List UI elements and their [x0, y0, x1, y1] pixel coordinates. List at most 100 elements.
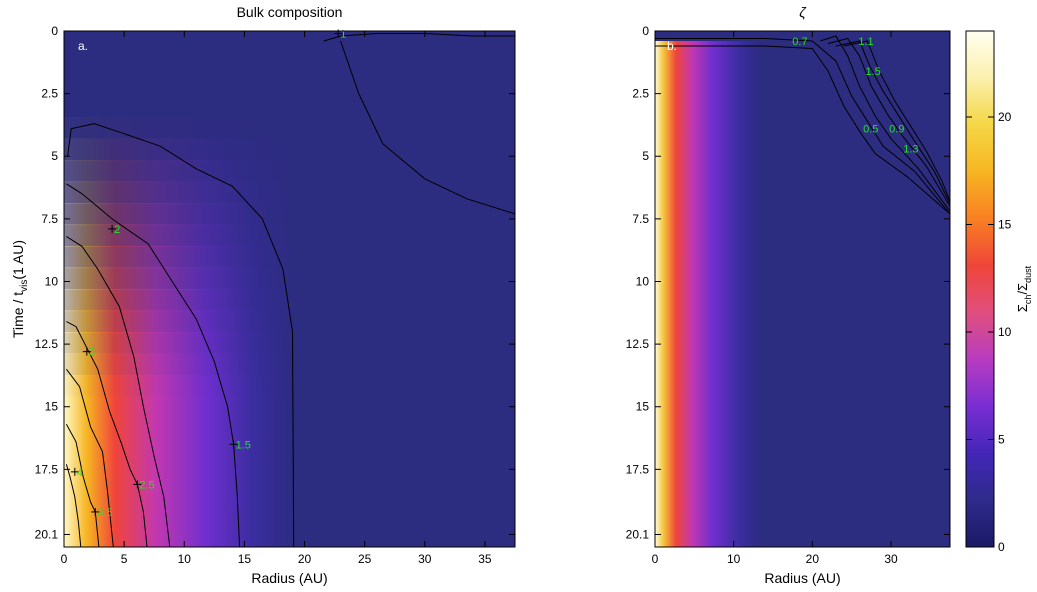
panel-b-x-axis: 0 10 20 30: [652, 31, 898, 566]
panel-a-x-label: Radius (AU): [251, 570, 327, 586]
panel-a-contour-labels: 1 2 3 4 1.5 2.5 3.5: [70, 29, 346, 519]
y-tick-label: 15: [636, 400, 650, 414]
heatmap-band: [655, 41, 950, 547]
contour-label: 1.3: [903, 144, 918, 156]
heatmap-row: [64, 525, 515, 547]
panel-b-contours: [655, 35, 950, 215]
contour-line: [340, 40, 515, 215]
contour-label: 2: [114, 224, 120, 236]
y-tick-label: 12.5: [626, 337, 650, 351]
contour-line: [66, 321, 148, 547]
panel-a-contours: [65, 33, 515, 547]
panel-b-x-label: Radius (AU): [764, 570, 840, 586]
heatmap-row: [64, 246, 515, 269]
heatmap-row: [64, 181, 515, 204]
heatmap-row: [64, 138, 515, 161]
contour-line: [66, 235, 171, 547]
y-tick-label: 15: [45, 400, 59, 414]
heatmap-row: [64, 267, 515, 290]
heatmap-row: [64, 203, 515, 226]
y-tick-label: 20.1: [35, 527, 59, 541]
heatmap-row: [64, 353, 515, 376]
colorbar: 0 5 10 15 20 Σch/Σdust: [965, 30, 1033, 554]
contour-label: 0.9: [889, 124, 904, 136]
heatmap-row: [64, 504, 515, 527]
contour-label: 0.7: [792, 36, 807, 48]
x-tick-label: 35: [478, 552, 492, 566]
heatmap-row: [64, 289, 515, 312]
heatmap-row: [64, 461, 515, 484]
contour-label: 2.5: [139, 479, 154, 491]
x-tick-label: 5: [121, 552, 128, 566]
panel-a-y-label: Time / tvis(1 AU): [10, 240, 30, 338]
y-tick-label: 0: [642, 24, 649, 38]
colorbar-tick-label: 15: [998, 218, 1012, 232]
heatmap-row: [64, 375, 515, 398]
heatmap-row: [64, 224, 515, 247]
panel-a-frame: [63, 30, 516, 548]
contour-label: 1: [340, 29, 346, 41]
contour-line: [66, 183, 241, 547]
contour-line: [65, 424, 100, 547]
y-tick-label: 17.5: [626, 462, 650, 476]
y-tick-label: 0: [51, 24, 58, 38]
y-tick-label: 7.5: [632, 212, 649, 226]
y-tick-label: 12.5: [35, 337, 59, 351]
y-tick-label: 2.5: [632, 87, 649, 101]
y-tick-label: 20.1: [626, 527, 650, 541]
contour-line: [655, 45, 950, 215]
colorbar-tick-label: 0: [998, 540, 1005, 554]
contour-line: [67, 123, 295, 547]
x-tick-label: 30: [418, 552, 432, 566]
x-tick-label: 20: [298, 552, 312, 566]
contour-line: [820, 35, 950, 212]
heatmap-row: [64, 117, 515, 139]
panel-a-x-axis: 0 5 10 15 20 25 30 35: [61, 31, 492, 566]
contour-line: [66, 368, 114, 547]
colorbar-gradient: [965, 30, 995, 548]
contour-label: 0.5: [863, 124, 878, 136]
contour-label: 1.5: [236, 439, 251, 451]
panel-b-frame: [654, 30, 951, 548]
contour-line: [655, 38, 950, 215]
colorbar-tick-label: 10: [998, 325, 1012, 339]
heatmap-row: [64, 418, 515, 441]
contour-label: 3: [89, 347, 95, 359]
contour-label: 4: [77, 467, 83, 479]
contour-line: [843, 40, 950, 202]
y-tick-label: 7.5: [41, 212, 58, 226]
colorbar-tick-label: 20: [998, 110, 1012, 124]
contour-line: [827, 37, 950, 207]
contour-label: 1.1: [858, 36, 873, 48]
contour-label: 3.5: [97, 507, 112, 519]
contour-line: [835, 40, 950, 205]
panel-b-label: b.: [667, 39, 677, 53]
colorbar-ticks: 0 5 10 15 20: [966, 110, 1012, 554]
panel-a-y-axis: 0 2.5 5 7.5 10 12.5 15 17.5 20.1: [35, 24, 515, 541]
panel-b-y-axis: 0 2.5 5 7.5 10 12.5 15 17.5 20.1: [626, 24, 950, 541]
y-tick-label: 5: [51, 149, 58, 163]
y-tick-label: 10: [45, 274, 59, 288]
panel-b-contour-labels: 0.7 1.1 1.5 0.5 0.9 1.3: [792, 36, 918, 156]
heatmap-row: [64, 396, 515, 419]
panel-b-heatmap: [655, 31, 950, 547]
panel-a-heatmap: [64, 31, 515, 547]
contour-line: [65, 464, 82, 547]
panel-b: ζ 0.7 1.1 1.5 0.5 0.9 1.3 b. 0 10 20 30 0 2.5 5 7.5…: [626, 4, 951, 586]
colorbar-tick-label: 5: [998, 433, 1005, 447]
colorbar-label: Σch/Σdust: [1015, 265, 1033, 312]
heatmap-row: [64, 332, 515, 355]
heatmap-row: [64, 160, 515, 183]
y-tick-label: 5: [642, 149, 649, 163]
x-tick-label: 10: [178, 552, 192, 566]
x-tick-label: 20: [806, 552, 820, 566]
heatmap-row: [64, 439, 515, 462]
x-tick-label: 30: [884, 552, 898, 566]
heatmap-row: [64, 310, 515, 333]
x-tick-label: 0: [652, 552, 659, 566]
y-tick-label: 17.5: [35, 462, 59, 476]
x-tick-label: 25: [358, 552, 372, 566]
panel-b-title: ζ: [799, 4, 807, 20]
x-tick-label: 0: [61, 552, 68, 566]
